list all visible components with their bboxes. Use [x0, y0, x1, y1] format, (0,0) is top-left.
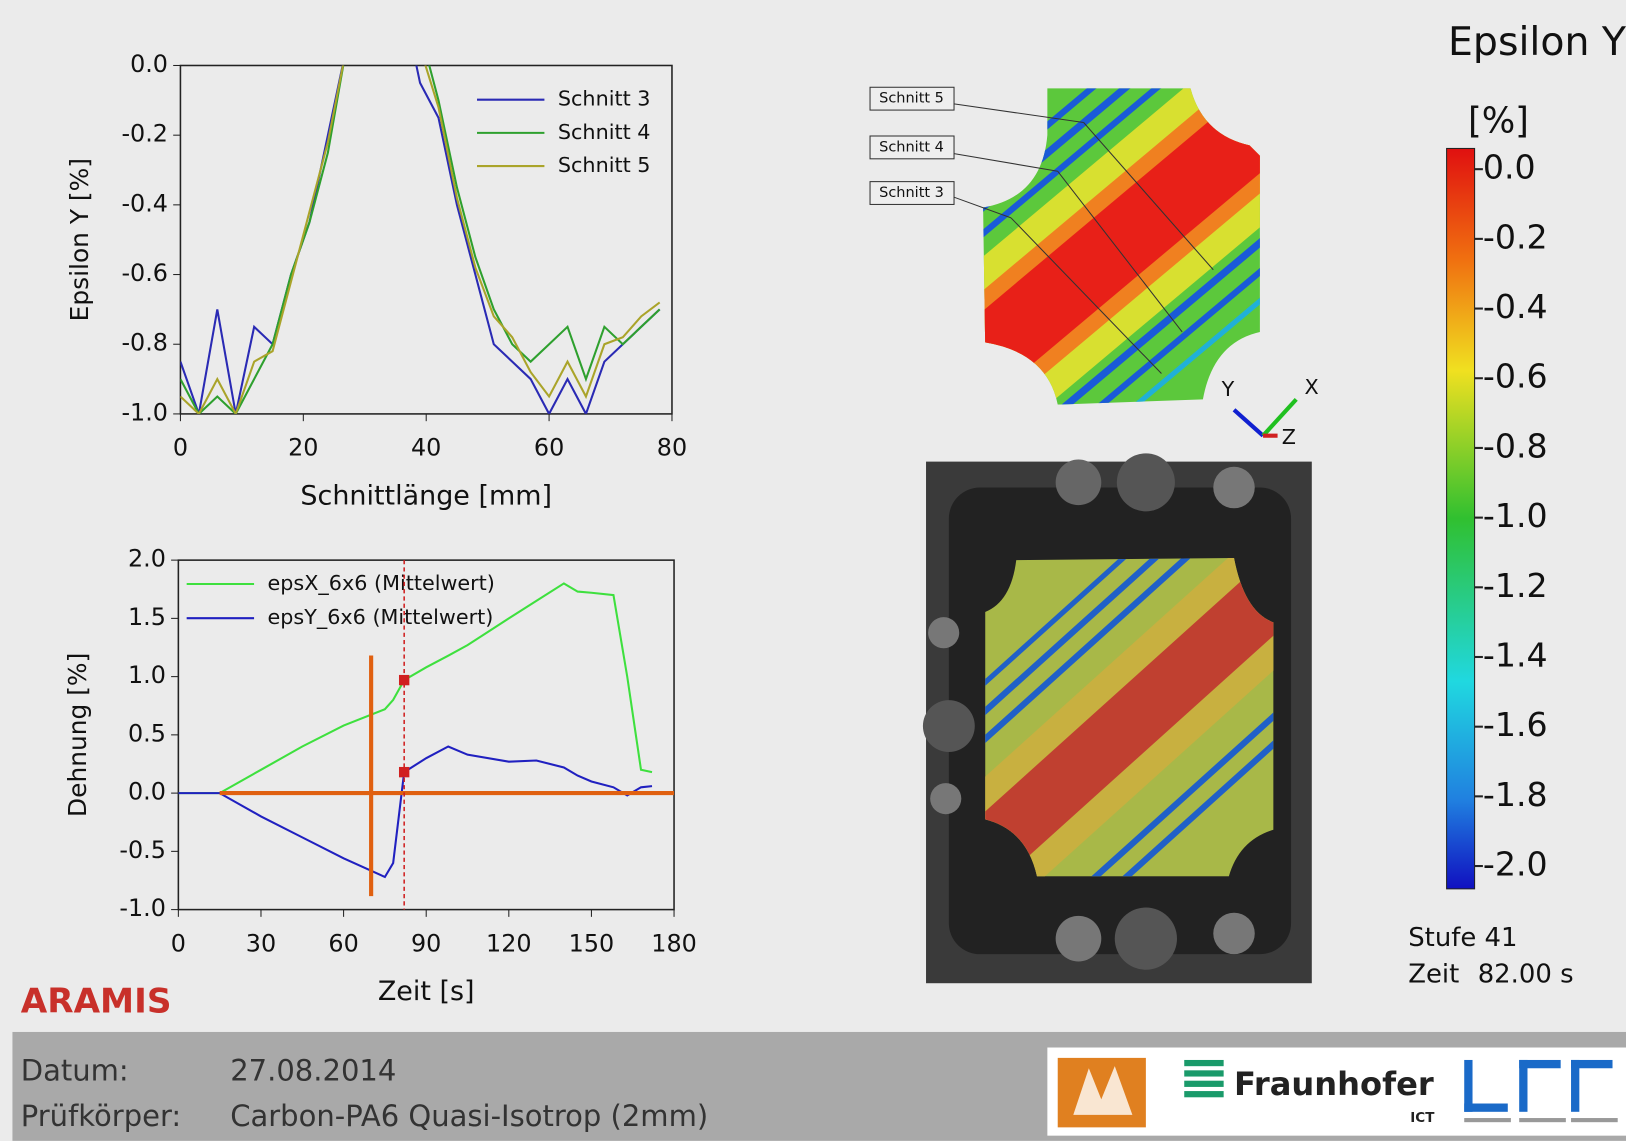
y-tick-label: 0.0 [130, 50, 168, 78]
colorbar-ticks: 0.0 -0.2 -0.4 -0.6 -0.8 -1.0 -1.2 -1.4 -1.6 -1.8 -… [1474, 148, 1548, 884]
colorbar-tick-label: -0.2 [1483, 217, 1548, 256]
y-tick-label: 1.5 [128, 603, 166, 631]
y-tick-label: -0.8 [121, 329, 168, 357]
logos: Fraunhofer ICT [1047, 1047, 1626, 1136]
colorbar-tick-label: -0.4 [1483, 287, 1548, 326]
stage: Stufe 41 [1408, 923, 1517, 953]
footer-key: Prüfkörper: [21, 1099, 181, 1133]
series-line [180, 65, 661, 414]
x-tick-label: 120 [486, 929, 532, 957]
series-line [180, 65, 661, 414]
colorbar-tick-label: -1.8 [1483, 775, 1548, 814]
y-axis-label: Dehnung [%] [63, 653, 92, 817]
y-tick-label: -0.5 [119, 836, 166, 864]
y-tick-label: 0.0 [128, 778, 166, 806]
legend-label: Schnitt 5 [558, 153, 651, 177]
y-tick-label: 2.0 [128, 545, 166, 573]
x-tick-label: 180 [651, 929, 697, 957]
x-tick-label: 0 [173, 434, 188, 462]
time-label: Zeit [1408, 959, 1459, 989]
legend-label: epsY_6x6 (Mittelwert) [268, 605, 494, 630]
plot-area [180, 65, 661, 414]
series-line [178, 745, 653, 879]
colorbar-title: Epsilon Y [1448, 19, 1626, 65]
colorbar-tick-label: -0.8 [1483, 426, 1548, 465]
section-label: Schnitt 5 [879, 91, 944, 107]
legend-label: Schnitt 3 [558, 87, 651, 111]
colorbar-tick-label: -1.6 [1483, 705, 1548, 744]
triad-label: X [1305, 375, 1319, 399]
y-tick-label: -0.6 [121, 259, 168, 287]
x-tick-label: 20 [288, 434, 318, 462]
section-label: Schnitt 4 [879, 139, 944, 155]
legend-label: Schnitt 4 [558, 120, 651, 144]
footer-value: 27.08.2014 [230, 1053, 396, 1087]
x-tick-label: 30 [246, 929, 276, 957]
time-value: 82.00 s [1478, 959, 1574, 989]
y-tick-label: -0.4 [121, 189, 168, 217]
x-axis-label: Schnittlänge [mm] [300, 480, 552, 511]
colorbar-unit: [%] [1468, 101, 1529, 142]
section-lines [953, 103, 1214, 374]
x-tick-label: 60 [328, 929, 358, 957]
y-tick-label: 1.0 [128, 661, 166, 689]
footer-key: Datum: [21, 1053, 129, 1087]
plot-frame [177, 559, 675, 911]
y-tick-label: -1.0 [119, 894, 166, 922]
triad-label: Y [1221, 377, 1235, 401]
x-tick-label: 90 [411, 929, 441, 957]
logo-text: Fraunhofer [1234, 1065, 1434, 1103]
axes-triad: Y X Z [1221, 375, 1319, 449]
colorbar-tick-label: -1.0 [1483, 496, 1548, 535]
cursor-marker [398, 766, 410, 778]
x-tick-label: 0 [171, 929, 186, 957]
x-tick-label: 80 [657, 434, 687, 462]
legend-label: epsX_6x6 (Mittelwert) [268, 571, 495, 596]
x-tick-label: 60 [534, 434, 564, 462]
colorbar-tick-label: -1.4 [1483, 635, 1548, 674]
x-tick-label: 40 [411, 434, 441, 462]
colorbar-tick-label: -0.6 [1483, 357, 1548, 396]
colorbar [1446, 147, 1476, 890]
x-tick-label: 150 [569, 929, 615, 957]
plot-area [178, 582, 653, 879]
colorbar-tick-label: -2.0 [1483, 845, 1548, 884]
y-tick-label: -0.2 [121, 120, 168, 148]
y-tick-label: 0.5 [128, 719, 166, 747]
section-label: Schnitt 3 [879, 185, 944, 201]
series-line [180, 65, 661, 414]
section-labels: Schnitt 5 Schnitt 4 Schnitt 3 [869, 86, 955, 205]
y-axis-label: Epsilon Y [%] [65, 158, 94, 321]
x-axis-label: Zeit [s] [378, 976, 475, 1007]
cursor-marker [398, 674, 410, 686]
footer-value: Carbon-PA6 Quasi-Isotrop (2mm) [230, 1099, 708, 1133]
brand: ARAMIS [21, 981, 172, 1021]
triad-label: Z [1282, 425, 1296, 449]
camera-image [922, 453, 1312, 984]
y-tick-label: -1.0 [121, 398, 168, 426]
logo-text: ICT [1410, 1110, 1435, 1126]
colorbar-tick-label: 0.0 [1483, 148, 1536, 187]
colorbar-tick-label: -1.2 [1483, 566, 1548, 605]
series-line [178, 582, 653, 795]
